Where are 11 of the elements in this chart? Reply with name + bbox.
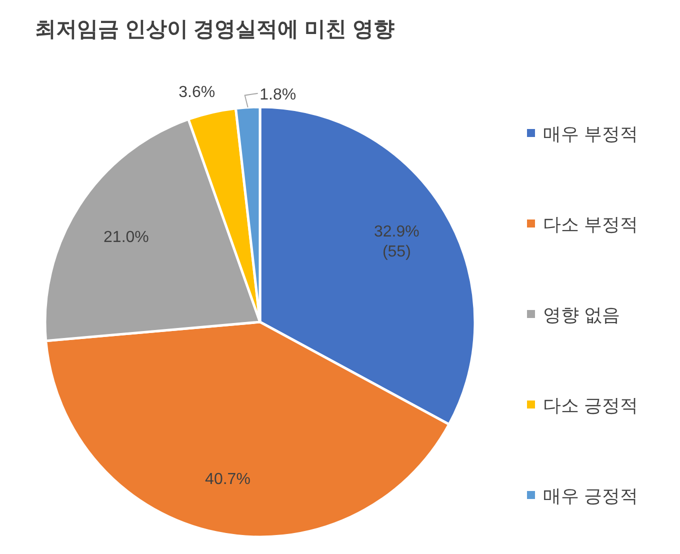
data-label: 1.8%	[260, 86, 296, 104]
data-label: 21.0%	[104, 228, 149, 246]
data-label: 40.7%	[205, 470, 250, 488]
data-label: 3.6%	[178, 84, 216, 102]
legend-label: 매우 부정적	[543, 124, 638, 144]
legend-label: 매우 긍정적	[543, 486, 638, 506]
legend-label: 다소 부정적	[543, 214, 638, 234]
chart-title: 최저임금 인상이 경영실적에 미친 영향	[35, 18, 394, 41]
legend-label: 다소 긍정적	[543, 396, 638, 416]
legend-label: 영향 없음	[543, 305, 620, 325]
data-label: 32.9% (55)	[374, 224, 420, 261]
